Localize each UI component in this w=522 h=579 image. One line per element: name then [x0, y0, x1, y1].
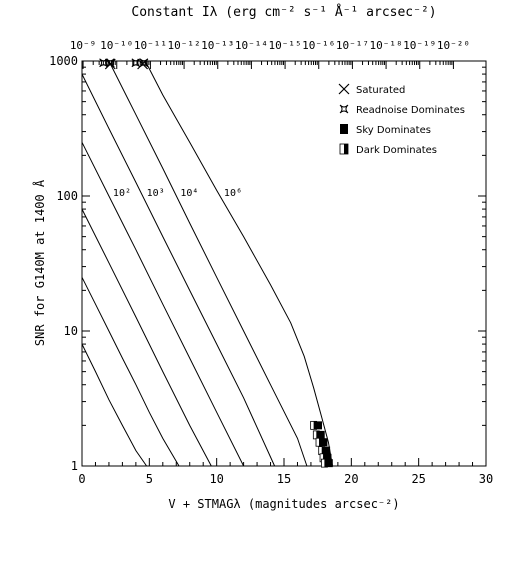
curve-label: 10⁴	[180, 188, 198, 199]
legend-entry: Sky Dominates	[356, 125, 431, 136]
dark-marker-fill	[323, 453, 327, 462]
snr-curve-3	[81, 142, 245, 467]
saturated-marker	[104, 58, 116, 70]
sky-marker	[316, 421, 323, 430]
dark-marker-fill	[313, 421, 317, 430]
legend-entry: Dark Dominates	[356, 145, 437, 156]
legend-entry: Saturated	[356, 85, 405, 96]
chart-title: Constant Iλ (erg cm⁻² s⁻¹ Å⁻¹ arcsec⁻²)	[131, 4, 436, 20]
saturated-legend-icon	[338, 83, 350, 95]
curve-label: 10⁶	[224, 188, 242, 199]
sky-marker	[326, 459, 333, 468]
snr-curve-6	[144, 60, 333, 467]
legend-entry: Readnoise Dominates	[356, 105, 465, 116]
readnoise-legend-icon	[339, 104, 349, 114]
x-axis-label: V + STMAGλ (magnitudes arcsec⁻²)	[168, 497, 399, 511]
x-tick-label: 30	[479, 472, 493, 486]
y-tick-label: 10	[64, 324, 78, 338]
top-tick-label: 10⁻¹⁶	[302, 39, 335, 52]
curve-label: 10²	[113, 188, 131, 199]
top-tick-label: 10⁻¹⁷	[336, 39, 369, 52]
dark-legend-icon-fill	[344, 144, 348, 154]
sky-marker	[325, 453, 332, 462]
x-tick-label: 20	[344, 472, 358, 486]
snr-curves	[81, 60, 333, 467]
sky-marker	[321, 438, 328, 447]
top-tick-label: 10⁻⁹	[70, 39, 97, 52]
x-tick-label: 10	[209, 472, 223, 486]
top-tick-label: 10⁻¹⁵	[269, 39, 302, 52]
sky-marker	[324, 446, 331, 455]
x-tick-label: 5	[146, 472, 153, 486]
top-tick-label: 10⁻¹⁴	[235, 39, 268, 52]
snr-curve-2	[81, 208, 212, 467]
readnoise-marker	[105, 58, 115, 68]
dark-marker-fill	[324, 459, 328, 468]
top-tick-label: 10⁻¹⁸	[370, 39, 403, 52]
legend: Saturated Readnoise Dominates Sky Dominate…	[338, 83, 465, 156]
top-tick-label: 10⁻¹²	[168, 39, 201, 52]
sky-marker	[318, 430, 325, 439]
dark-marker-fill	[321, 446, 325, 455]
top-tick-label: 10⁻¹¹	[134, 39, 167, 52]
y-tick-label: 1000	[49, 54, 78, 68]
top-tick-label: 10⁻²⁰	[437, 39, 470, 52]
top-tick-label: 10⁻¹⁰	[100, 39, 133, 52]
sky-legend-icon	[340, 124, 348, 134]
top-tick-label: 10⁻¹⁹	[403, 39, 436, 52]
regime-markers	[99, 58, 333, 468]
curve-labels: 10² 10³ 10⁴ 10⁶	[113, 188, 242, 199]
dark-marker-fill	[316, 430, 320, 439]
y-axis-label: SNR for G140M at 1400 Å	[32, 179, 47, 346]
dark-marker-fill	[319, 438, 323, 447]
top-tick-label: 10⁻¹³	[201, 39, 234, 52]
snr-curve-1	[81, 277, 180, 467]
x-tick-label: 0	[78, 472, 85, 486]
curve-label: 10³	[147, 188, 165, 199]
snr-curve-0	[81, 343, 148, 467]
y-tick-label: 1	[71, 459, 78, 473]
x-tick-label: 15	[277, 472, 291, 486]
y-tick-label: 100	[56, 189, 78, 203]
snr-curve-4	[81, 73, 276, 467]
x-tick-label: 25	[411, 472, 425, 486]
snr-curve-5	[108, 60, 308, 467]
